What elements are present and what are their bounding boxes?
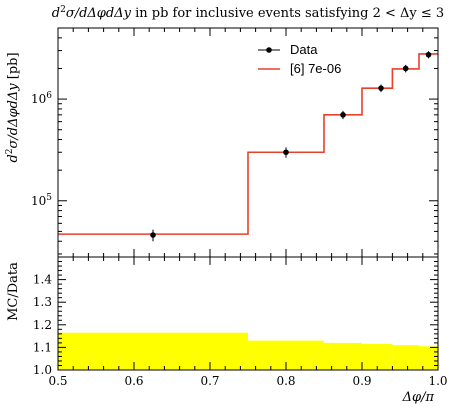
- x-tick-label: 1.0: [428, 374, 447, 388]
- data-marker: [425, 51, 432, 58]
- data-point: [425, 51, 432, 59]
- data-point: [283, 147, 289, 158]
- ratio-y-axis-label: MC/Data: [6, 262, 21, 321]
- data-marker: [283, 149, 289, 156]
- data-point: [340, 110, 346, 120]
- ratio-y-tick-label: 1.1: [33, 340, 52, 354]
- ratio-frame: [57, 256, 439, 371]
- chart-title: d2σ/dΔφdΔy in pb for inclusive events sa…: [52, 5, 444, 21]
- legend: Data [6] 7e-06: [258, 42, 341, 76]
- ratio-y-tick-label: 1.3: [33, 295, 52, 309]
- main-y-axis-label: d2σ/dΔφdΔy [pb]: [5, 52, 21, 162]
- x-tick-label: 0.7: [200, 374, 219, 388]
- legend-entry-data: Data: [258, 42, 318, 57]
- x-tick-label: 0.6: [124, 374, 143, 388]
- data-point: [150, 229, 156, 242]
- x-tick-label: 0.9: [352, 374, 371, 388]
- data-marker: [402, 65, 409, 72]
- data-marker: [150, 232, 156, 238]
- ratio-band-segment: [362, 344, 393, 370]
- ratio-band-segment: [58, 332, 248, 370]
- ratio-band-segment: [419, 346, 438, 370]
- data-marker: [340, 112, 346, 118]
- data-point: [378, 84, 384, 93]
- ratio-panel: 0.5 0.6 0.7 0.8 0.9 1.0 1.0 1.1 1.2 1.3 1.4: [33, 256, 448, 388]
- x-tick-label: 0.8: [276, 374, 295, 388]
- ratio-y-tick-label: 1.0: [33, 363, 52, 377]
- main-panel: 105 106: [31, 27, 439, 258]
- ratio-y-tick-label: 1.4: [33, 273, 52, 287]
- ratio-y-tick-label: 1.2: [33, 318, 52, 332]
- x-axis-label: Δφ/π: [402, 390, 435, 405]
- y-tick-label: 105: [31, 193, 52, 208]
- data-marker: [378, 85, 384, 91]
- x-tick-label: 0.5: [48, 374, 67, 388]
- legend-entry-mc: [6] 7e-06: [258, 61, 341, 76]
- legend-data-marker: [266, 47, 272, 53]
- data-point: [402, 64, 409, 73]
- mc-step-line: [58, 53, 438, 235]
- legend-data-label: Data: [290, 42, 318, 57]
- ratio-band-segment: [392, 345, 419, 370]
- legend-mc-label: [6] 7e-06: [290, 61, 341, 76]
- ratio-band-segment: [324, 342, 362, 370]
- y-tick-label: 106: [31, 91, 52, 106]
